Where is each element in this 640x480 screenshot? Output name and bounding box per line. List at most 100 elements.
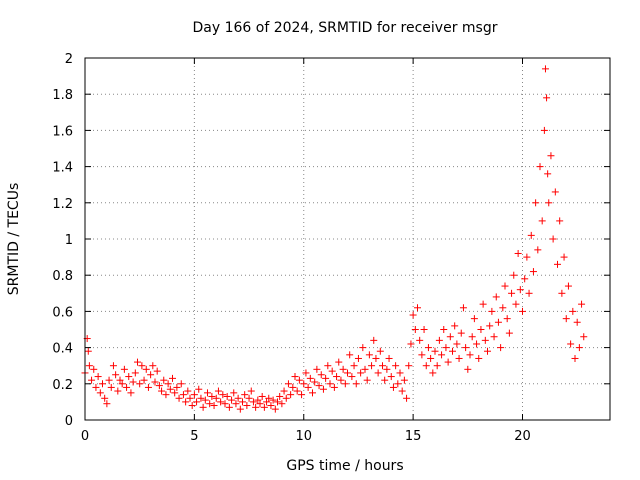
x-tick-label: 20 bbox=[514, 429, 531, 444]
data-point bbox=[208, 392, 216, 400]
data-point bbox=[197, 394, 205, 402]
data-point bbox=[274, 398, 281, 406]
data-point bbox=[309, 389, 316, 397]
data-point bbox=[171, 389, 179, 397]
data-point bbox=[519, 307, 526, 315]
data-point bbox=[573, 318, 581, 326]
x-tick-label: 15 bbox=[405, 429, 422, 444]
data-point bbox=[383, 365, 391, 373]
data-point bbox=[263, 398, 271, 406]
x-tick-label: 5 bbox=[190, 429, 198, 444]
data-point bbox=[162, 391, 170, 399]
data-point bbox=[131, 369, 139, 377]
data-point bbox=[398, 387, 406, 395]
data-point bbox=[319, 385, 327, 393]
data-point bbox=[160, 376, 168, 384]
data-point bbox=[567, 340, 575, 348]
data-point bbox=[549, 235, 557, 243]
data-point bbox=[523, 253, 531, 261]
data-point bbox=[407, 340, 415, 348]
data-point bbox=[153, 367, 161, 375]
data-point bbox=[569, 307, 577, 315]
data-point bbox=[107, 383, 115, 391]
data-point bbox=[541, 65, 549, 73]
data-point bbox=[127, 389, 135, 397]
data-point bbox=[400, 376, 408, 384]
data-point bbox=[435, 336, 443, 344]
data-point bbox=[554, 260, 561, 268]
data-point bbox=[442, 344, 450, 352]
data-point bbox=[193, 398, 201, 406]
data-point bbox=[440, 326, 448, 333]
data-point bbox=[514, 249, 522, 257]
data-point bbox=[414, 304, 421, 312]
data-point bbox=[269, 396, 277, 404]
y-tick-label: 1.2 bbox=[52, 197, 73, 212]
data-point bbox=[123, 383, 131, 391]
data-point bbox=[241, 391, 249, 399]
data-point bbox=[204, 389, 211, 397]
data-point bbox=[287, 391, 295, 399]
data-point bbox=[118, 380, 126, 388]
data-point bbox=[114, 387, 122, 395]
data-point bbox=[186, 394, 194, 402]
data-point bbox=[529, 268, 537, 276]
y-tick-label: 0.4 bbox=[52, 342, 73, 357]
data-point bbox=[188, 402, 196, 410]
data-point bbox=[348, 373, 356, 381]
data-point bbox=[258, 392, 266, 400]
data-point bbox=[282, 394, 290, 402]
y-tick-label: 0 bbox=[65, 414, 73, 429]
data-point bbox=[466, 351, 474, 359]
data-point bbox=[265, 394, 273, 402]
data-point bbox=[92, 383, 100, 391]
data-point bbox=[317, 371, 325, 379]
x-tick-marks: 0 5 10 15 20 bbox=[81, 58, 531, 444]
data-point bbox=[444, 358, 452, 366]
data-point bbox=[538, 217, 546, 225]
y-axis-label: SRMTID / TECUs bbox=[6, 183, 22, 296]
data-point bbox=[236, 405, 244, 413]
data-point bbox=[221, 400, 229, 408]
data-point bbox=[173, 383, 181, 391]
y-tick-label: 1.4 bbox=[52, 161, 73, 176]
data-point bbox=[477, 326, 485, 333]
data-point bbox=[453, 340, 461, 348]
data-point bbox=[280, 387, 288, 395]
data-point bbox=[505, 329, 513, 337]
data-point bbox=[247, 387, 255, 395]
data-point bbox=[85, 362, 93, 370]
data-point bbox=[497, 344, 505, 352]
data-point bbox=[125, 373, 133, 381]
data-point bbox=[243, 402, 251, 410]
data-point bbox=[385, 354, 393, 362]
data-point bbox=[335, 358, 343, 366]
data-point bbox=[381, 376, 389, 384]
data-point bbox=[256, 400, 264, 408]
data-point bbox=[339, 365, 347, 373]
data-point bbox=[431, 347, 439, 355]
data-point bbox=[138, 362, 146, 370]
data-point bbox=[88, 376, 96, 384]
data-point bbox=[556, 217, 564, 225]
data-point bbox=[455, 354, 463, 362]
data-point bbox=[155, 382, 163, 390]
data-point bbox=[451, 322, 459, 330]
data-point bbox=[473, 340, 481, 348]
data-point bbox=[481, 336, 489, 344]
data-point bbox=[368, 362, 376, 370]
data-point bbox=[492, 293, 500, 301]
data-point bbox=[405, 362, 413, 370]
data-point bbox=[267, 402, 275, 410]
data-point bbox=[363, 376, 371, 384]
data-point bbox=[457, 329, 465, 337]
data-point bbox=[503, 315, 511, 323]
data-point bbox=[112, 371, 120, 379]
data-point bbox=[560, 253, 568, 261]
data-point bbox=[322, 374, 330, 382]
data-point bbox=[158, 387, 166, 395]
y-tick-label: 1.8 bbox=[52, 88, 73, 103]
data-point bbox=[217, 398, 225, 406]
data-point bbox=[370, 336, 378, 344]
data-point bbox=[330, 383, 338, 391]
